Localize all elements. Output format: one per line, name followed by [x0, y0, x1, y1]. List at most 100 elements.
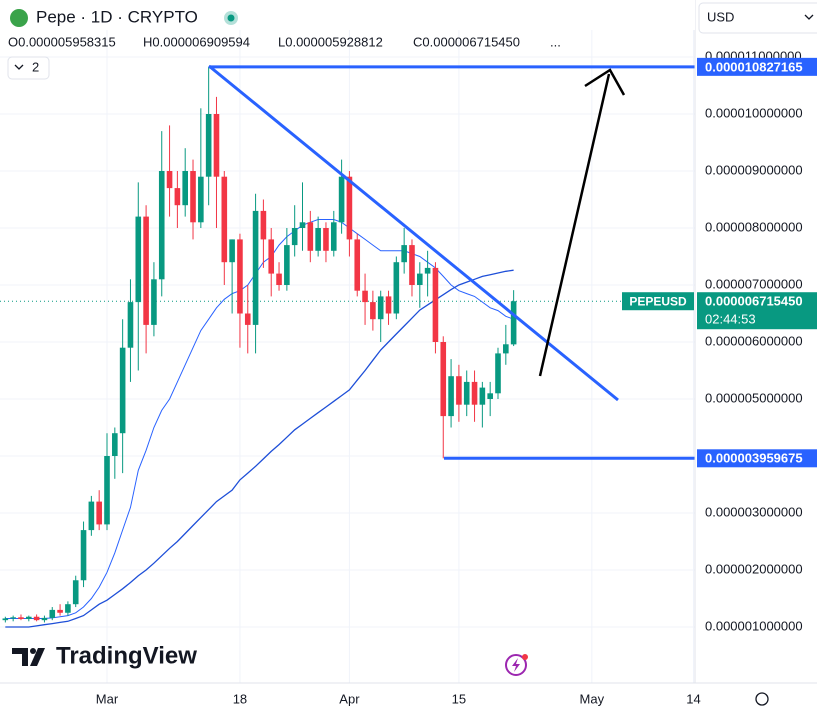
candle-body	[213, 114, 220, 177]
brand-name: TradingView	[56, 642, 197, 669]
symbol-label-bg	[622, 292, 694, 311]
candle-body	[127, 302, 134, 348]
candle-body	[417, 273, 423, 285]
candle-body	[143, 216, 149, 325]
alert-icon[interactable]	[505, 654, 527, 676]
last-price-label: 0.000006715450	[705, 294, 803, 309]
candle-body	[354, 239, 361, 291]
settings-icon[interactable]	[755, 692, 769, 706]
candle-body	[424, 267, 431, 274]
candle-body	[18, 617, 24, 620]
candle-body	[205, 114, 212, 177]
candle-body	[338, 176, 345, 223]
candle-body	[151, 279, 157, 325]
alert-bolt	[512, 658, 520, 672]
candle-body	[26, 616, 32, 620]
candle-body	[385, 296, 392, 314]
candle-body	[166, 171, 173, 189]
candle-body	[479, 387, 486, 405]
countdown-label: 02:44:53	[705, 312, 756, 327]
candle-body	[291, 228, 298, 246]
brand-logo	[12, 648, 45, 666]
x-tick-label: 14	[686, 691, 700, 706]
moving-average	[5, 219, 514, 619]
candle-body	[10, 617, 16, 619]
candle-body	[440, 342, 447, 417]
candle-body	[112, 433, 118, 456]
indicator-toggle[interactable]	[7, 56, 50, 80]
y-tick-label: 0.000002000000	[705, 561, 803, 576]
alert-badge	[522, 654, 528, 660]
moving-average	[5, 269, 514, 628]
candle-body	[346, 176, 353, 240]
x-tick-label: 18	[233, 691, 247, 706]
price-line-label: 0.000003959675	[705, 451, 803, 466]
candle-body	[182, 171, 188, 206]
ohlc-low: L0.000005928812	[278, 34, 383, 49]
y-tick-label: 0.000006000000	[705, 333, 803, 348]
ohlc-more: ...	[550, 34, 561, 49]
candle-body	[174, 188, 181, 206]
chevron	[804, 14, 814, 20]
candle-body	[456, 376, 462, 405]
candle-body	[229, 239, 235, 263]
candle-body	[377, 296, 384, 320]
candle-body	[2, 618, 9, 621]
candle-body	[190, 171, 196, 223]
indicator-count: 2	[32, 59, 39, 74]
overlay: 0.000001000000 0.000002000000 0.0000030000…	[96, 48, 817, 706]
x-tick-label: 15	[452, 691, 466, 706]
candle-body	[96, 501, 102, 525]
candle-body	[65, 604, 71, 613]
chevron	[14, 64, 24, 70]
candle-body	[72, 580, 79, 605]
candle-body	[510, 301, 517, 345]
candle-body	[393, 262, 400, 314]
y-tick-label: 0.000005000000	[705, 390, 803, 405]
candle-body	[80, 530, 87, 581]
candle-body	[158, 171, 165, 280]
arrow-line	[538, 73, 611, 377]
symbol-icon	[10, 9, 28, 27]
candle-body	[119, 347, 126, 434]
x-tick-label: Mar	[96, 691, 119, 706]
candle-body	[221, 176, 228, 263]
ohlc-high: H0.000006909594	[143, 34, 250, 49]
candle-body	[315, 228, 321, 251]
candle-body	[370, 302, 376, 320]
candle-body	[252, 210, 259, 325]
candle-body	[463, 381, 470, 405]
currency-select[interactable]	[698, 2, 817, 34]
candle-body	[41, 617, 48, 621]
y-tick-label: 0.000010000000	[705, 105, 803, 120]
candle-body	[362, 290, 368, 303]
price-line-label: 0.000010827165	[705, 59, 803, 74]
candle-body	[487, 393, 493, 399]
plot-area	[0, 0, 695, 683]
x-tick-label: May	[580, 691, 605, 706]
arrow-head	[584, 68, 626, 96]
candle-body	[268, 239, 275, 274]
y-tick-label: 0.000008000000	[705, 219, 803, 234]
candle-body	[276, 273, 282, 285]
candle-body	[244, 313, 251, 325]
candle-body	[503, 344, 509, 354]
y-tick-label: 0.000009000000	[705, 162, 803, 177]
symbol-label: PEPEUSD	[629, 294, 687, 308]
last-price-label-bg	[697, 292, 817, 330]
candle-body	[401, 245, 407, 263]
candle-body	[432, 267, 439, 342]
currency-label: USD	[707, 9, 734, 24]
price-line-label-bg	[697, 57, 817, 76]
trend-line	[208, 64, 619, 402]
ohlc-open: O0.000005958315	[8, 34, 116, 49]
candle-body	[330, 222, 337, 251]
candle-body	[33, 616, 40, 621]
header-bg	[0, 0, 695, 30]
x-tick-label: Apr	[339, 691, 360, 706]
candle-body	[198, 176, 204, 223]
candle-body	[323, 228, 329, 251]
y-tick-label: 0.000007000000	[705, 276, 803, 291]
candle-body	[495, 353, 501, 394]
